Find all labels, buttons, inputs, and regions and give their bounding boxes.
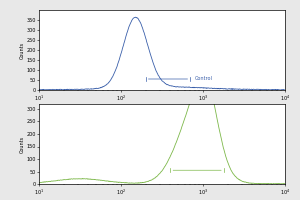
Text: Control: Control (195, 76, 213, 81)
Y-axis label: Counts: Counts (20, 41, 25, 59)
Y-axis label: Counts: Counts (20, 135, 25, 153)
